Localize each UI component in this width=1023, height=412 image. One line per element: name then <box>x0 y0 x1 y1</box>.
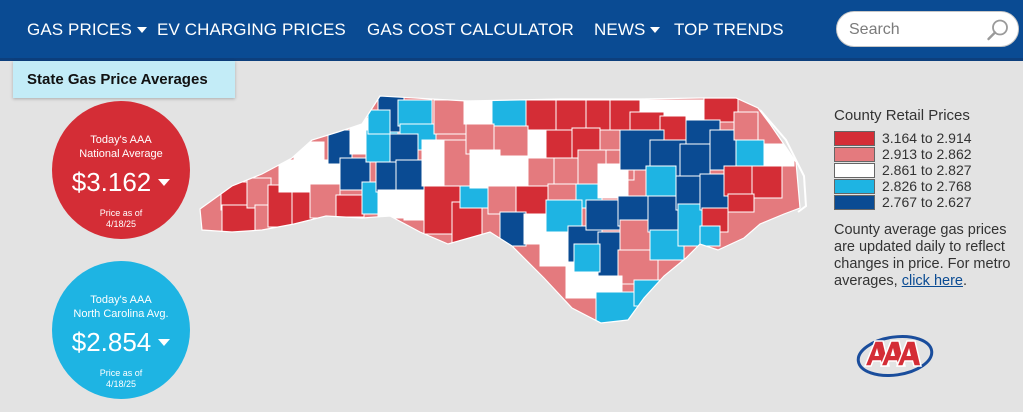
county-region <box>459 185 491 209</box>
county-region <box>555 99 587 131</box>
national-title-line1: Today's AAA <box>90 134 152 146</box>
county-region <box>677 203 705 247</box>
legend-label: 3.164 to 2.914 <box>882 130 972 146</box>
county-region <box>723 165 755 197</box>
county-region <box>751 165 783 199</box>
county-region <box>433 99 467 135</box>
county-region <box>699 225 721 247</box>
search-box <box>836 11 1019 48</box>
legend-note: County average gas prices are updated da… <box>834 222 1014 290</box>
chevron-down-icon <box>158 339 171 346</box>
county-region <box>727 193 755 213</box>
national-price: $3.162 <box>52 167 190 197</box>
metro-averages-link[interactable]: click here <box>901 273 963 289</box>
national-asof-date: 4/18/25 <box>105 219 137 229</box>
state-title-line1: Today's AAA <box>90 294 152 306</box>
county-region <box>367 109 391 135</box>
county-region <box>525 99 557 131</box>
county-region <box>499 211 527 247</box>
national-average-badge[interactable]: Today's AAA National Average $3.162 Pric… <box>52 101 190 239</box>
state-title-line2: North Carolina Avg. <box>73 308 169 320</box>
county-region <box>335 194 365 218</box>
county-region <box>539 231 571 267</box>
state-asof-date: 4/18/25 <box>105 379 137 389</box>
county-region <box>515 185 551 217</box>
county-region <box>645 165 677 197</box>
county-region <box>585 99 611 131</box>
legend-swatch <box>834 147 875 162</box>
state-price-value: $2.854 <box>71 327 152 357</box>
county-region <box>703 97 739 123</box>
chevron-down-icon <box>650 27 661 33</box>
county-region <box>421 139 447 187</box>
county-region <box>397 99 433 127</box>
legend-title: County Retail Prices <box>834 107 970 124</box>
search-input[interactable] <box>847 12 981 48</box>
county-region <box>585 199 621 231</box>
county-region <box>545 129 575 161</box>
county-region <box>487 185 519 215</box>
nav-gas-cost-calculator[interactable]: GAS COST CALCULATOR <box>367 20 574 39</box>
nav-top-trends[interactable]: TOP TRENDS <box>674 20 784 39</box>
legend-swatch <box>834 179 875 194</box>
county-region <box>389 133 419 165</box>
county-region <box>553 157 581 187</box>
aaa-logo <box>856 334 934 378</box>
legend-row: 3.164 to 2.914 <box>834 130 994 147</box>
legend-row: 2.861 to 2.827 <box>834 162 994 179</box>
top-nav-bar: GAS PRICES EV CHARGING PRICES GAS COST C… <box>0 0 1023 61</box>
national-title-line2: National Average <box>79 148 163 160</box>
legend-label: 2.861 to 2.827 <box>882 162 972 178</box>
legend-row: 2.767 to 2.627 <box>834 194 994 211</box>
state-outline <box>199 95 801 324</box>
legend-note-end: . <box>962 273 967 289</box>
county-region <box>597 163 629 199</box>
national-asof-label: Price as of <box>99 208 143 218</box>
county-region <box>497 155 529 187</box>
county-region <box>246 177 272 209</box>
national-price-value: $3.162 <box>71 167 152 197</box>
legend-row: 2.826 to 2.768 <box>834 178 994 195</box>
legend-label: 2.826 to 2.768 <box>882 178 972 194</box>
legend-label: 2.767 to 2.627 <box>882 194 972 210</box>
chevron-down-icon <box>158 179 171 186</box>
county-region <box>469 149 501 189</box>
nav-news-label: NEWS <box>594 20 646 39</box>
county-region <box>619 219 651 251</box>
nav-ev-charging-prices[interactable]: EV CHARGING PRICES <box>157 20 346 39</box>
dropdown-item-state-averages[interactable]: State Gas Price Averages <box>27 71 208 88</box>
outer-banks <box>759 109 808 213</box>
state-price: $2.854 <box>52 327 190 357</box>
legend-note-text: County average gas prices are updated da… <box>834 222 1011 289</box>
gas-prices-dropdown: State Gas Price Averages <box>13 61 235 98</box>
nav-gas-prices-label: GAS PRICES <box>27 20 132 39</box>
legend-label: 2.913 to 2.862 <box>882 146 972 162</box>
county-region <box>377 189 407 219</box>
county-region <box>527 129 549 159</box>
county-region <box>463 99 495 125</box>
search-icon[interactable] <box>986 18 1010 42</box>
legend-swatch <box>834 131 875 146</box>
county-region <box>647 195 679 233</box>
county-region <box>733 111 759 141</box>
nav-gas-prices[interactable]: GAS PRICES <box>27 0 147 58</box>
county-region <box>709 129 737 171</box>
county-region <box>491 99 527 127</box>
state-asof-label: Price as of <box>99 368 143 378</box>
legend-row: 2.913 to 2.862 <box>834 146 994 163</box>
legend-swatch <box>834 163 875 178</box>
state-average-badge[interactable]: Today's AAA North Carolina Avg. $2.854 P… <box>52 261 190 399</box>
county-region <box>679 143 711 177</box>
legend-swatch <box>834 195 875 210</box>
nav-news[interactable]: NEWS <box>594 0 661 58</box>
chevron-down-icon <box>136 27 147 33</box>
county-region <box>573 243 601 273</box>
